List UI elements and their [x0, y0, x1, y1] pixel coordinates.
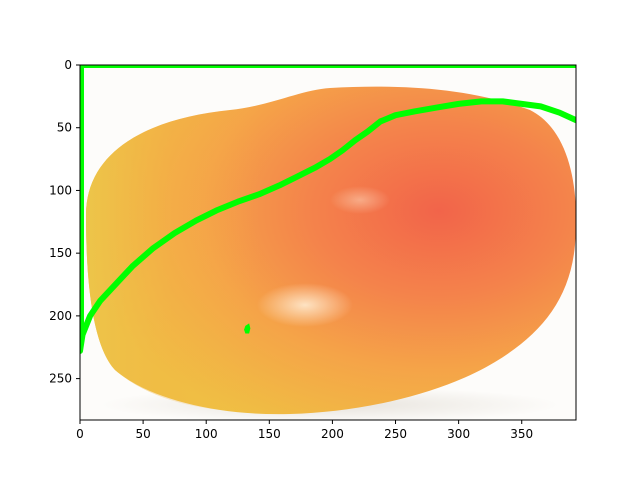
y-tick-label: 0 — [64, 58, 72, 72]
axes-frame — [79, 64, 577, 421]
x-tick-label: 350 — [510, 427, 533, 441]
image-axes: 0 50 100 150 200 250 300 350 0 50 100 150 200 250 — [49, 58, 577, 441]
overlay-contour — [80, 98, 576, 355]
mango-highlight — [257, 283, 353, 327]
x-axis: 0 50 100 150 200 250 300 350 — [76, 420, 533, 441]
mango-photo — [80, 65, 576, 420]
y-tick-label: 250 — [49, 372, 72, 386]
y-tick-label: 200 — [49, 309, 72, 323]
x-tick-label: 100 — [195, 427, 218, 441]
y-axis: 0 50 100 150 200 250 — [49, 58, 80, 386]
y-tick-label: 50 — [57, 121, 72, 135]
y-tick-label: 100 — [49, 183, 72, 197]
x-tick-label: 50 — [135, 427, 150, 441]
mango-highlight-small — [330, 186, 390, 214]
x-tick-label: 200 — [321, 427, 344, 441]
x-tick-label: 150 — [258, 427, 281, 441]
y-tick-label: 150 — [49, 246, 72, 260]
x-tick-label: 0 — [76, 427, 84, 441]
mango-yellow-side — [86, 110, 260, 412]
x-tick-label: 300 — [447, 427, 470, 441]
overlay-blob — [244, 323, 251, 334]
green-overlay — [80, 65, 576, 355]
x-tick-label: 250 — [384, 427, 407, 441]
